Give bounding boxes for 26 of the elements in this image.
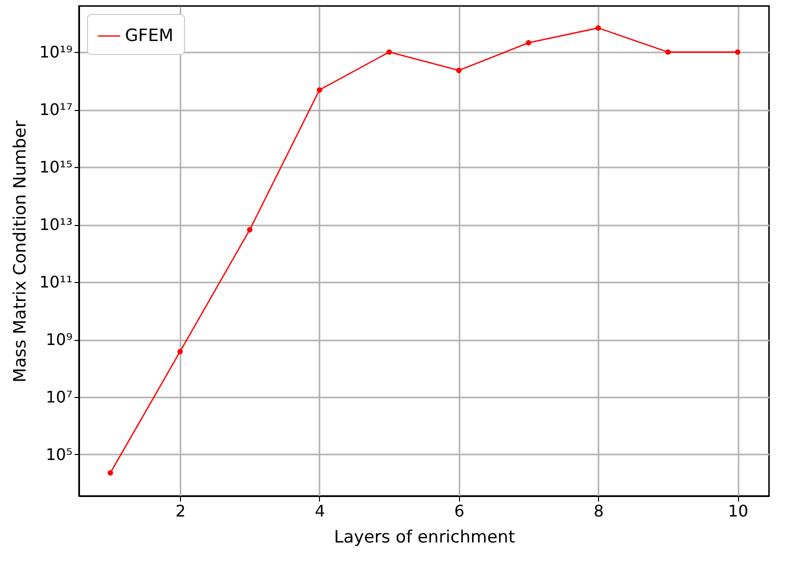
y-tick-label: 10¹⁵ bbox=[39, 158, 72, 177]
x-axis-title: Layers of enrichment bbox=[334, 528, 516, 548]
y-tick-label: 10⁷ bbox=[46, 388, 72, 407]
x-tick-label: 10 bbox=[728, 502, 748, 520]
legend-label: GFEM bbox=[125, 26, 174, 46]
point bbox=[177, 348, 183, 354]
y-tick-label: 10⁹ bbox=[46, 330, 72, 350]
y-axis-title: Mass Matrix Condition Number bbox=[10, 120, 30, 382]
y-tick-label: 10¹³ bbox=[39, 215, 72, 234]
point bbox=[596, 25, 601, 31]
point bbox=[456, 68, 462, 74]
y-tick-label: 10¹⁹ bbox=[39, 42, 72, 62]
y-tick-label: 10⁵ bbox=[46, 445, 72, 464]
point bbox=[108, 470, 114, 476]
point bbox=[734, 49, 740, 55]
point bbox=[526, 40, 532, 46]
x-tick-label: 4 bbox=[314, 502, 326, 520]
point bbox=[316, 87, 322, 93]
point bbox=[247, 226, 252, 232]
x-tick-label: 8 bbox=[594, 502, 604, 520]
y-tick-label: 10¹⁷ bbox=[39, 100, 72, 120]
point bbox=[386, 49, 392, 55]
y-tick-label: 10¹¹ bbox=[39, 272, 72, 292]
x-tick-label: 6 bbox=[454, 502, 464, 520]
x-tick-label: 2 bbox=[175, 502, 186, 520]
point bbox=[665, 49, 671, 55]
